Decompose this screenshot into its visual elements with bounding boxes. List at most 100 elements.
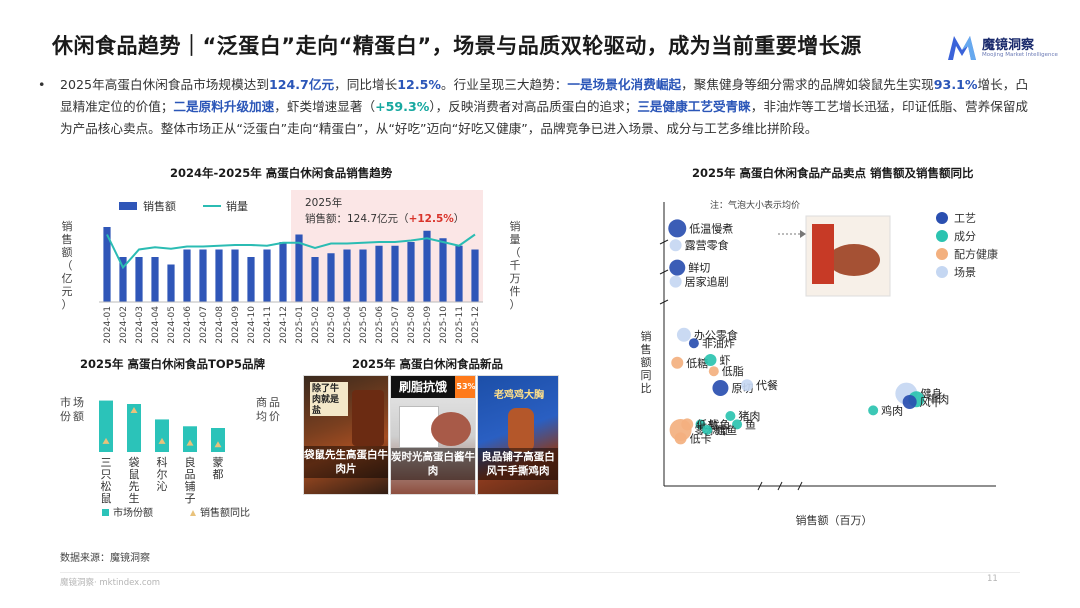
product-2-banner: 刷脂抗饿	[391, 376, 455, 398]
bubble-label: 鱼	[745, 417, 756, 431]
bubble-label: 低温慢煮	[689, 222, 733, 235]
y2-axis-label-char: ）	[510, 298, 521, 311]
logo-subtitle: Moojing Market Intelligence	[982, 52, 1058, 58]
sales-bar	[311, 257, 319, 302]
bubble-point	[669, 419, 692, 441]
bubble-ylabel-char: 同	[641, 369, 652, 382]
bubble-ylabel-char: 销	[641, 329, 652, 343]
summary-part: 三是健康工艺受青睐	[637, 99, 751, 114]
top5-y2label-char: 商	[256, 395, 267, 409]
sales-bar	[471, 249, 479, 302]
bubble-ylabel-char: 比	[641, 382, 652, 395]
summary-part: 124.7亿元	[268, 77, 335, 92]
top5-y2label-char: 均	[256, 410, 267, 423]
sales-bar	[295, 234, 303, 302]
bubble-point	[669, 275, 682, 288]
top5-brands-chart: 市场份 额商 品均 价三只松鼠袋鼠先生科尔沁良品铺子蒙都市场份额 销售额同比	[60, 395, 280, 519]
legend-dot	[936, 212, 948, 224]
bubble-point	[732, 419, 743, 430]
annotation-growth: +12.5%	[409, 213, 455, 225]
product-3-banner: 老鸡鸡大胸	[494, 390, 544, 401]
bubble-chart-title: 2025年 高蛋白休闲食品产品卖点 销售额及销售额同比	[692, 166, 974, 180]
summary-part: 93.1%	[933, 77, 978, 92]
sales-bar	[375, 245, 383, 302]
legend-label-yoy: 销售额同比	[200, 506, 250, 519]
new-products-title: 2025年 高蛋白休闲食品新品	[352, 357, 504, 371]
y2-axis-label-char: （	[510, 246, 521, 259]
brand-label-char: 都	[213, 468, 224, 481]
x-tick-label: 2025-06	[375, 306, 385, 344]
x-tick-label: 2024-02	[119, 306, 129, 344]
legend-dot	[936, 266, 948, 278]
brand-label-char: 铺	[185, 480, 196, 493]
x-tick-label: 2025-04	[343, 306, 353, 344]
brand-label-char: 沁	[157, 480, 168, 493]
bubble-point	[668, 219, 687, 238]
sales-bar	[151, 257, 159, 302]
x-tick-label: 2024-06	[183, 306, 193, 344]
summary-part: ），反映消费者对高品质蛋白的追求；	[429, 99, 638, 114]
annotation-prefix: 销售额：124.7亿元（	[305, 212, 409, 225]
bubble-label: 低卡	[690, 432, 712, 445]
y-axis-label-char: （	[62, 259, 73, 272]
sales-bar	[103, 227, 111, 302]
summary-part: 12.5%	[397, 77, 441, 92]
brand-label-char: 科	[157, 455, 168, 469]
top5-chart-title: 2025年 高蛋白休闲食品TOP5品牌	[80, 357, 266, 371]
share-bar	[127, 404, 141, 452]
page-title: 休闲食品趋势｜“泛蛋白”走向“精蛋白”，场景与品质双轮驱动，成为当前重要增长源	[52, 34, 862, 58]
x-tick-label: 2025-11	[455, 306, 465, 344]
bubble-label: 露营零食	[685, 238, 729, 252]
summary-part: ，非油炸等工艺增长迅猛，印证低脂、营养保留成为产品核心卖点。整体市场正从“泛蛋白…	[60, 99, 1029, 136]
brand-label-char: 袋	[129, 455, 140, 469]
bubble-ylabel-char: 售	[641, 342, 652, 356]
bubble-note: 注：气泡大小表示均价	[710, 199, 800, 211]
brand-label-char: 三	[101, 456, 112, 469]
x-tick-label: 2025-10	[439, 306, 449, 344]
x-tick-label: 2025-12	[471, 306, 481, 344]
legend-label: 场景	[954, 265, 976, 279]
x-tick-label: 2025-08	[407, 306, 417, 344]
brand-label-char: 蒙	[213, 456, 224, 469]
brand-label-char: 生	[129, 491, 140, 505]
sales-bar	[439, 238, 447, 302]
legend-swatch-sales	[119, 202, 137, 210]
bubble-point	[902, 395, 917, 409]
sales-bar	[199, 249, 207, 302]
page-number: 11	[987, 574, 998, 584]
legend-swatch-yoy	[190, 510, 196, 516]
x-tick-label: 2024-05	[167, 306, 177, 344]
bubble-label: 健身	[920, 387, 942, 401]
legend-label: 配方健康	[954, 247, 998, 261]
sales-bar	[167, 264, 175, 302]
x-tick-label: 2024-10	[247, 306, 257, 344]
brand-label-char: 子	[185, 492, 196, 505]
y2-axis-label-char: 万	[510, 272, 521, 285]
sales-bar	[455, 245, 463, 302]
x-tick-label: 2024-11	[263, 306, 273, 344]
legend-label-share: 市场份额	[113, 506, 153, 519]
new-product-card-3: 老鸡鸡大胸 良品铺子高蛋白风干手撕鸡肉	[477, 375, 559, 495]
yoy-marker	[130, 407, 138, 413]
share-bar	[155, 419, 169, 452]
bubble-label: 低脂	[722, 364, 744, 378]
brand-label-char: 只	[101, 468, 112, 481]
summary-text: 2025年高蛋白休闲食品市场规模达到124.7亿元，同比增长12.5%。行业呈现…	[60, 74, 1028, 140]
sales-bar	[215, 249, 223, 302]
sales-trend-chart: 销售额 销量 2025年销售额：124.7亿元（+12.5%）销售额（亿元）销量（千…	[62, 190, 521, 344]
x-tick-label: 2024-04	[151, 306, 161, 344]
bubble-label: 风干	[920, 396, 942, 409]
y2-axis-label-char: 量	[510, 233, 521, 246]
top5-ylabel-char: 市	[60, 395, 71, 409]
logo-mark-icon	[948, 36, 976, 60]
bubble-xlabel: 销售额（百万）	[796, 513, 873, 527]
legend-dot	[936, 230, 948, 242]
bubble-point	[671, 356, 684, 369]
trend-chart-title: 2024年-2025年 高蛋白休闲食品销售趋势	[170, 166, 393, 180]
bubble-point	[868, 405, 879, 416]
new-product-card-1: 除了牛肉就是盐 袋鼠先生高蛋白牛肉片	[303, 375, 389, 495]
bubble-point	[725, 411, 736, 421]
product-1-banner: 除了牛肉就是盐	[310, 382, 348, 416]
brand-label-char: 松	[101, 479, 112, 493]
